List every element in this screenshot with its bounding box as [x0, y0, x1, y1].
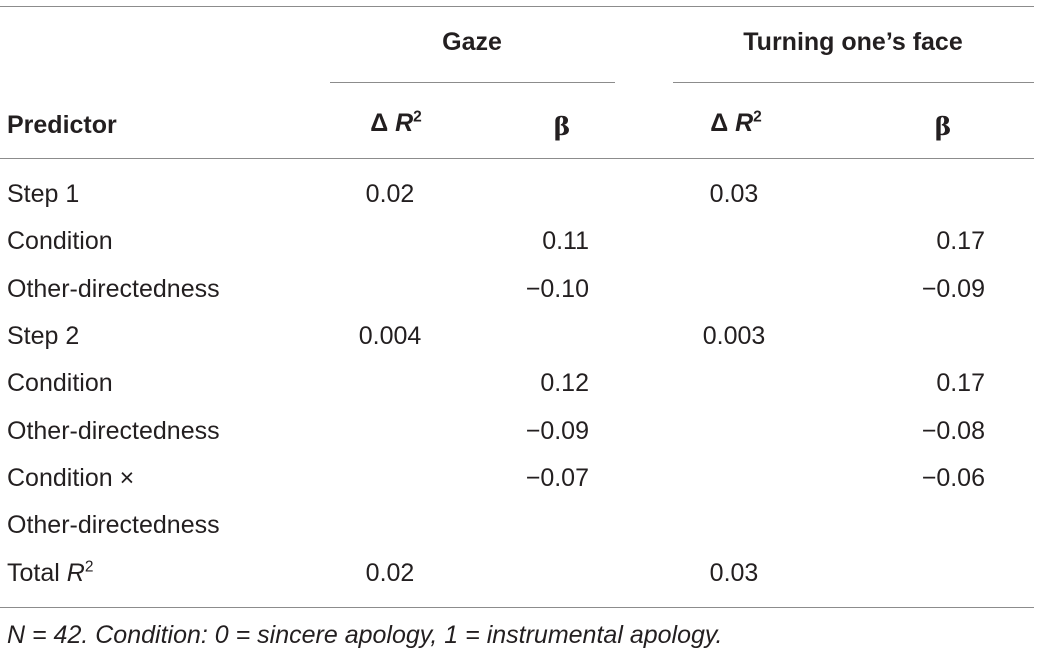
top-rule: [0, 6, 1034, 7]
row-label: Condition: [7, 369, 113, 397]
row-gaze-delta-r2: 0.02: [365, 180, 415, 208]
row-turning-beta: 0.17: [936, 227, 985, 255]
row-label: Condition: [7, 227, 113, 255]
row-label: Step 1: [7, 180, 80, 208]
turning-group-rule: [673, 82, 1034, 83]
header-rule: [0, 158, 1034, 159]
row-label: Other-directedness: [7, 511, 220, 539]
row-turning-beta: −0.08: [921, 417, 985, 445]
gaze-group-rule: [330, 82, 615, 83]
row-label: Condition ×: [7, 464, 135, 492]
group-header-gaze: Gaze: [442, 28, 502, 56]
row-turning-delta-r2: 0.003: [702, 322, 766, 350]
row-label: Other-directedness: [7, 275, 220, 303]
row-gaze-delta-r2: 0.004: [358, 322, 422, 350]
column-header-turning-delta-r2: Δ R2: [710, 108, 762, 137]
total-row-label: Total R2: [7, 558, 94, 587]
row-gaze-beta: −0.07: [525, 464, 589, 492]
row-label: Step 2: [7, 322, 80, 350]
total-row-gaze-delta-r2: 0.02: [365, 559, 415, 587]
column-header-turning-beta: β: [934, 112, 952, 141]
row-turning-beta: −0.06: [921, 464, 985, 492]
row-gaze-beta: 0.11: [542, 227, 589, 255]
table-note: N = 42. Condition: 0 = sincere apology, …: [7, 621, 723, 649]
row-turning-beta: 0.17: [936, 369, 985, 397]
column-header-gaze-beta: β: [553, 112, 571, 141]
column-header-gaze-delta-r2: Δ R2: [370, 108, 422, 137]
row-label: Other-directedness: [7, 417, 220, 445]
group-header-turning: Turning one’s face: [743, 28, 963, 56]
row-gaze-beta: −0.09: [525, 417, 589, 445]
row-turning-beta: −0.09: [921, 275, 985, 303]
column-header-predictor: Predictor: [7, 111, 117, 139]
row-gaze-beta: −0.10: [525, 275, 589, 303]
total-row-turning-delta-r2: 0.03: [709, 559, 759, 587]
row-turning-delta-r2: 0.03: [709, 180, 759, 208]
row-gaze-beta: 0.12: [540, 369, 589, 397]
bottom-rule: [0, 607, 1034, 608]
